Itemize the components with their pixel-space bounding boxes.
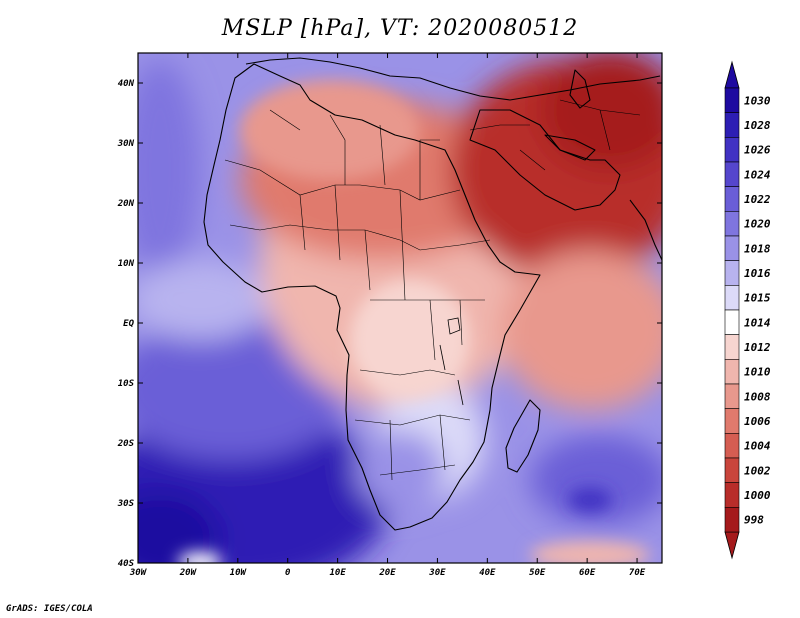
lon-tick-label: 60E — [579, 568, 596, 578]
field-persia-low — [540, 53, 662, 170]
colorbar-swatch — [724, 457, 740, 483]
colorbar-swatch — [724, 507, 740, 533]
colorbar-swatch — [724, 482, 740, 508]
colorbar-label: 1030 — [744, 94, 771, 107]
colorbar-label: 1018 — [744, 242, 771, 255]
field-tropical-atlantic — [138, 260, 270, 340]
arabia-coastline — [469, 109, 621, 211]
colorbar-label: 998 — [744, 514, 764, 527]
colorbar-label: 1028 — [744, 119, 771, 132]
lon-tick-label: 70E — [629, 568, 646, 578]
lat-tick-label: 10S — [118, 379, 135, 389]
lon-tick-label: 30W — [129, 568, 148, 578]
lat-tick-label: 30S — [117, 499, 135, 509]
colorbar-swatch — [724, 334, 740, 360]
colorbar-top-arrow — [724, 60, 740, 89]
border-central — [299, 140, 421, 301]
colorbar-label: 1026 — [744, 144, 771, 157]
grads-credit: GrADS: IGES/COLA — [6, 604, 93, 614]
madagascar-coastline — [505, 399, 541, 473]
colorbar-swatch — [724, 186, 740, 212]
map-frame — [137, 52, 663, 564]
caspian-coastline — [569, 69, 591, 109]
lat-tick-label: 20N — [117, 199, 135, 209]
colorbar-swatch — [724, 408, 740, 434]
lon-tick-label: 0 — [285, 568, 291, 578]
field-mozambique — [568, 488, 612, 512]
india-coastline — [629, 199, 662, 261]
lake-victoria — [447, 317, 461, 335]
field-southwest-white — [178, 552, 222, 563]
colorbar-bottom-arrow — [724, 531, 740, 560]
colorbar-label: 1024 — [744, 168, 771, 181]
field-southwest-high — [138, 490, 220, 563]
lat-tick-label: EQ — [123, 319, 134, 329]
field-south-corner-low — [530, 541, 650, 563]
colorbar-swatch — [724, 309, 740, 335]
lake-tanganyika — [439, 344, 446, 371]
europe-coastline — [245, 57, 661, 101]
lake-malawi — [457, 379, 464, 406]
colorbar-swatch — [724, 383, 740, 409]
lon-tick-label: 10W — [230, 568, 248, 578]
latitude-axis: 40N 30N 20N 10N EQ 10S 20S 30S 40S — [117, 79, 662, 569]
lat-tick-label: 40S — [118, 559, 135, 569]
map-title: MSLP [hPa], VT: 2020080512 — [221, 16, 579, 41]
border-sahel — [224, 159, 461, 201]
lon-tick-label: 30E — [428, 568, 446, 578]
colorbar-label: 1020 — [744, 218, 771, 231]
colorbar-swatch — [724, 433, 740, 459]
persian-gulf-coastline — [544, 134, 596, 161]
lon-tick-label: 10E — [329, 568, 346, 578]
border-north — [269, 109, 440, 186]
colorbar-swatch — [724, 260, 740, 286]
colorbar-label: 1022 — [744, 193, 771, 206]
colorbar-label: 1002 — [744, 464, 771, 477]
lat-tick-label: 30N — [117, 139, 135, 149]
colorbar-swatch — [724, 359, 740, 385]
lon-tick-label: 20E — [378, 568, 396, 578]
field-azores — [138, 60, 200, 280]
colorbar-swatch — [724, 235, 740, 261]
field-north-africa — [240, 80, 420, 180]
field-east-indian-high — [530, 435, 662, 525]
colorbar-label: 1006 — [744, 415, 771, 428]
country-borders — [224, 99, 641, 481]
lon-tick-label: 40E — [479, 568, 496, 578]
colorbar-label: 1008 — [744, 390, 771, 403]
colorbar-label: 1004 — [744, 440, 771, 453]
lat-tick-label: 10N — [118, 259, 135, 269]
coastlines — [203, 57, 662, 531]
colorbar-swatch — [724, 285, 740, 311]
lon-tick-label: 20W — [179, 568, 198, 578]
colorbar-label: 1016 — [744, 267, 771, 280]
colorbar-label: 1014 — [744, 316, 771, 329]
lon-tick-label: 50E — [529, 568, 546, 578]
lat-tick-label: 20S — [117, 439, 135, 449]
colorbar-label: 1000 — [744, 489, 771, 502]
field-congo — [350, 280, 470, 400]
colorbar: 1030 1028 1026 1024 1022 1020 1018 1016 1015 1014… — [724, 60, 771, 560]
lakes — [439, 317, 464, 406]
pressure-field — [138, 53, 662, 563]
colorbar-swatch — [724, 161, 740, 187]
lat-tick-label: 40N — [118, 79, 135, 89]
colorbar-swatch — [724, 137, 740, 163]
colorbar-swatch — [724, 87, 740, 113]
field-kalahari — [355, 430, 445, 510]
africa-coastline — [203, 63, 541, 531]
border-south — [354, 369, 471, 481]
border-middle-east — [469, 99, 641, 171]
colorbar-label: 1012 — [744, 341, 771, 354]
colorbar-swatch — [724, 112, 740, 138]
border-east — [370, 299, 485, 361]
colorbar-label: 1015 — [744, 292, 771, 305]
colorbar-swatch — [724, 211, 740, 237]
field-indian-ocean — [500, 250, 662, 410]
colorbar-label: 1010 — [744, 366, 771, 379]
longitude-axis: 30W 20W 10W 0 10E 20E 30E 40E 50E 60E 70E — [129, 53, 646, 578]
